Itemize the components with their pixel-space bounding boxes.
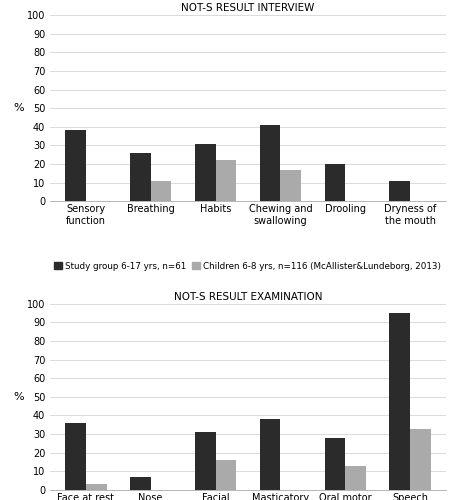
Bar (280, 170, 301, 202)
Bar (324, 164, 345, 202)
Bar (195, 432, 216, 490)
Bar (65, 423, 86, 490)
Bar (410, 428, 431, 490)
Bar (65, 130, 86, 202)
Bar (86, 484, 106, 490)
Bar (130, 153, 151, 202)
Bar (195, 144, 216, 202)
Title: NOT-S RESULT INTERVIEW: NOT-S RESULT INTERVIEW (181, 3, 315, 13)
Bar (389, 313, 410, 490)
Bar (216, 160, 236, 202)
Bar (389, 181, 410, 202)
Y-axis label: %: % (13, 103, 24, 113)
Title: NOT-S RESULT EXAMINATION: NOT-S RESULT EXAMINATION (174, 292, 322, 302)
Bar (345, 466, 366, 490)
Bar (216, 460, 236, 490)
Y-axis label: %: % (13, 392, 24, 402)
Bar (151, 181, 172, 202)
Legend: Study group 6-17 yrs, n=61, Children 6-8 yrs, n=116 (McAllister&Lundeborg, 2013): Study group 6-17 yrs, n=61, Children 6-8… (55, 262, 441, 270)
Bar (260, 419, 280, 490)
Bar (260, 125, 280, 202)
Bar (324, 438, 345, 490)
Bar (130, 477, 151, 490)
